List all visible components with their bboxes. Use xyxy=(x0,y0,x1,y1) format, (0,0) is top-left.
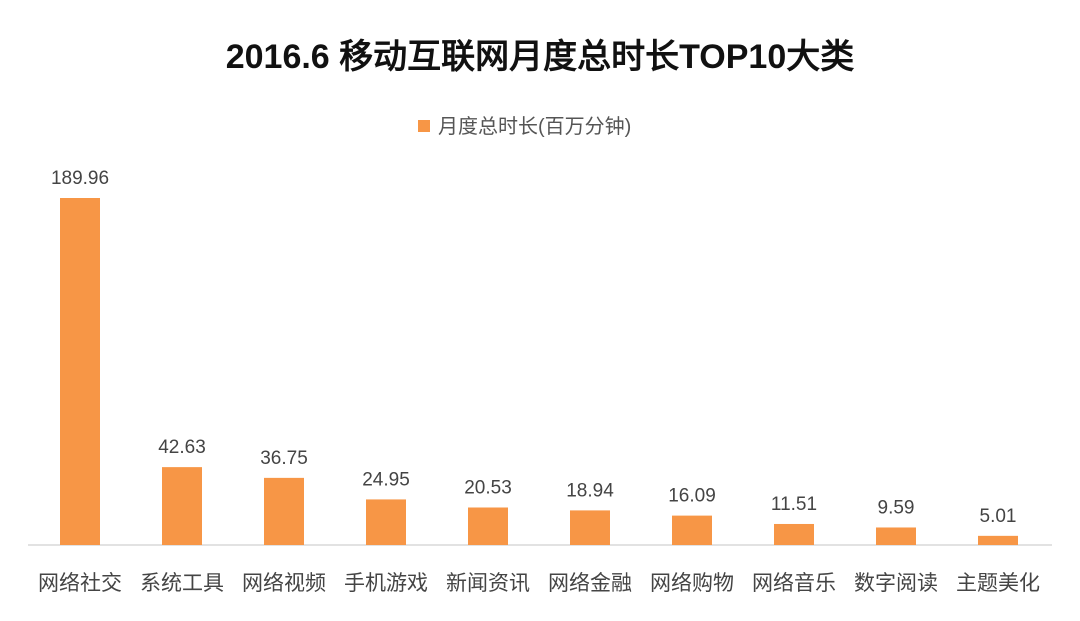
legend-label: 月度总时长(百万分钟) xyxy=(438,115,631,138)
data-label: 16.09 xyxy=(668,486,716,507)
bar xyxy=(672,515,712,545)
data-label: 20.53 xyxy=(464,477,512,498)
data-label: 36.75 xyxy=(260,448,308,469)
x-tick-label: 系统工具 xyxy=(140,572,224,595)
x-tick-label: 新闻资讯 xyxy=(446,572,530,595)
data-label: 11.51 xyxy=(771,494,817,515)
data-label: 9.59 xyxy=(878,497,915,518)
data-label: 18.94 xyxy=(566,480,614,501)
data-label: 189.96 xyxy=(51,168,109,189)
bar xyxy=(366,499,406,545)
bar xyxy=(60,198,100,545)
bar xyxy=(978,535,1018,545)
bar xyxy=(570,510,610,545)
x-tick-label: 网络社交 xyxy=(38,572,122,595)
bar xyxy=(468,507,508,545)
x-tick-label: 主题美化 xyxy=(956,572,1040,595)
bar xyxy=(774,523,814,545)
data-label: 42.63 xyxy=(158,437,206,458)
x-tick-label: 手机游戏 xyxy=(344,572,428,595)
x-tick-label: 网络视频 xyxy=(242,572,326,595)
bar xyxy=(264,477,304,545)
legend-swatch xyxy=(418,120,430,132)
legend: 月度总时长(百万分钟) xyxy=(418,115,631,138)
x-tick-label: 网络音乐 xyxy=(752,572,836,595)
bar xyxy=(162,467,202,545)
bar xyxy=(876,527,916,545)
x-tick-label: 数字阅读 xyxy=(854,572,938,595)
x-tick-label: 网络购物 xyxy=(650,572,734,595)
data-label: 5.01 xyxy=(980,506,1017,527)
x-tick-label: 网络金融 xyxy=(548,572,632,595)
chart-title: 2016.6 移动互联网月度总时长TOP10大类 xyxy=(226,38,855,76)
data-label: 24.95 xyxy=(362,469,410,490)
